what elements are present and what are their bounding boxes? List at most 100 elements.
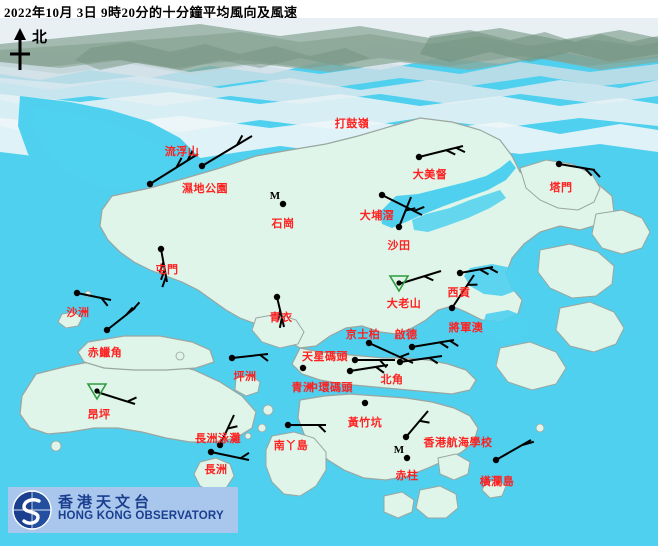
- station-大埔滘: [378, 191, 425, 216]
- station-marker-dot: [146, 180, 154, 188]
- station-marker-dot: [351, 356, 359, 364]
- station-marker-dot: [378, 191, 386, 199]
- calm-marker-石崗: M: [269, 190, 281, 202]
- wind-barb-feather: [278, 317, 283, 328]
- sha-chau-island: [57, 311, 83, 329]
- station-label-南丫島: 南丫島: [273, 440, 309, 452]
- station-marker-dot: [216, 441, 224, 449]
- mainland-satellite-area: [0, 18, 658, 158]
- station-label-坪洲: 坪洲: [233, 371, 257, 383]
- wind-barb-feather: [449, 339, 459, 347]
- chek-lap-kok-airport: [77, 335, 215, 371]
- station-marker-dot: [284, 421, 292, 429]
- station-將軍澳: [448, 274, 478, 312]
- wind-barb-feather: [158, 261, 165, 273]
- station-昂坪: [86, 383, 137, 405]
- station-marker-dot: [456, 269, 464, 277]
- station-label-大埔滘: 大埔滘: [359, 210, 395, 222]
- station-marker-dot: [555, 160, 563, 168]
- south-island: [415, 485, 459, 519]
- station-marker-dot: [228, 354, 236, 362]
- wind-barb-shaft: [451, 274, 475, 309]
- wind-barb-shaft: [149, 153, 199, 185]
- station-label-青衣: 青衣: [269, 312, 293, 324]
- wind-barb-shaft: [210, 451, 250, 461]
- wind-barb-feather: [317, 424, 327, 433]
- station-label-濕地公園: 濕地公園: [182, 183, 228, 195]
- map-graphic: [0, 18, 658, 546]
- station-marker-triangle: [86, 383, 108, 401]
- station-長洲: [207, 448, 250, 461]
- station-marker-dot: [415, 153, 423, 161]
- station-青洲: [299, 364, 307, 372]
- wind-barb-feather: [428, 356, 439, 365]
- wind-barb-layer: [73, 134, 601, 464]
- station-marker-dot: [279, 200, 287, 208]
- wind-barb-feather: [259, 354, 269, 362]
- station-香港航海學校: [402, 410, 430, 441]
- calm-marker-赤柱: M: [393, 444, 405, 456]
- station-marker-dot: [395, 223, 403, 231]
- wind-barb-shaft: [558, 163, 596, 171]
- wind-barb-shaft: [368, 342, 414, 364]
- station-沙洲: [73, 289, 112, 307]
- station-塔門: [555, 160, 601, 178]
- station-大老山: [388, 270, 442, 293]
- wind-barb-shaft: [399, 355, 443, 363]
- wind-barb-feather: [419, 419, 430, 424]
- wind-barb-feather: [375, 366, 385, 374]
- wind-barb-shaft: [349, 364, 389, 372]
- north-arrow: 北: [6, 26, 66, 72]
- station-marker-dot: [448, 304, 456, 312]
- wind-barb-feather: [186, 150, 194, 162]
- station-屯門: [157, 245, 168, 288]
- station-marker-dot: [157, 245, 165, 253]
- wind-barb-feather: [405, 207, 416, 212]
- wind-barb-shaft: [160, 248, 168, 283]
- station-label-赤鱲角: 赤鱲角: [87, 347, 123, 359]
- hko-emblem-icon: [12, 490, 52, 530]
- logo-name-en: HONG KONG OBSERVATORY: [58, 510, 224, 522]
- station-橫瀾島: [492, 439, 535, 464]
- wind-barb-feather: [488, 266, 499, 274]
- station-label-沙洲: 沙洲: [66, 307, 90, 319]
- station-marker-dot: [403, 454, 411, 462]
- station-marker-dot: [207, 448, 215, 456]
- station-marker-dot: [198, 162, 206, 170]
- station-流浮山: [146, 150, 199, 188]
- station-label-黃竹坑: 黃竹坑: [347, 417, 383, 429]
- station-label-赤柱: 赤柱: [395, 470, 419, 482]
- wind-barb-shaft: [398, 196, 412, 228]
- wind-barb-feather: [160, 269, 166, 281]
- wind-barb-feather: [413, 206, 425, 212]
- station-label-塔門: 塔門: [549, 182, 573, 194]
- station-label-屯門: 屯門: [155, 264, 179, 276]
- station-label-橫瀾島: 橫瀾島: [479, 476, 515, 488]
- station-label-京士柏: 京士柏: [345, 329, 381, 341]
- station-marker-triangle: [388, 275, 410, 293]
- wind-barb-feather: [161, 276, 167, 288]
- wind-barb-feather: [423, 275, 434, 282]
- station-label-西貢: 西貢: [447, 287, 471, 299]
- wind-barb-shaft: [398, 270, 442, 285]
- wind-barb-shaft: [418, 145, 464, 158]
- station-marker-dot: [346, 367, 354, 375]
- wind-barb-feather: [445, 149, 456, 156]
- hong-kong-wind-map[interactable]: [0, 18, 658, 546]
- station-marker-dot: [365, 339, 373, 347]
- station-marker-dot: [299, 364, 307, 372]
- wind-barb-shaft: [76, 292, 112, 301]
- victoria-harbour: [290, 376, 472, 406]
- station-marker-dot: [361, 399, 369, 407]
- wind-barb-feather: [175, 157, 183, 168]
- station-label-長洲: 長洲: [204, 464, 228, 476]
- station-青衣: [273, 293, 285, 328]
- station-黃竹坑: [361, 399, 369, 407]
- station-中環碼頭: [346, 364, 389, 375]
- station-label-流浮山: 流浮山: [164, 146, 200, 158]
- wind-barb-feather: [592, 169, 601, 178]
- station-marker-dot: [396, 358, 404, 366]
- station-label-昂坪: 昂坪: [87, 409, 111, 421]
- station-label-石崗: 石崗: [271, 218, 295, 230]
